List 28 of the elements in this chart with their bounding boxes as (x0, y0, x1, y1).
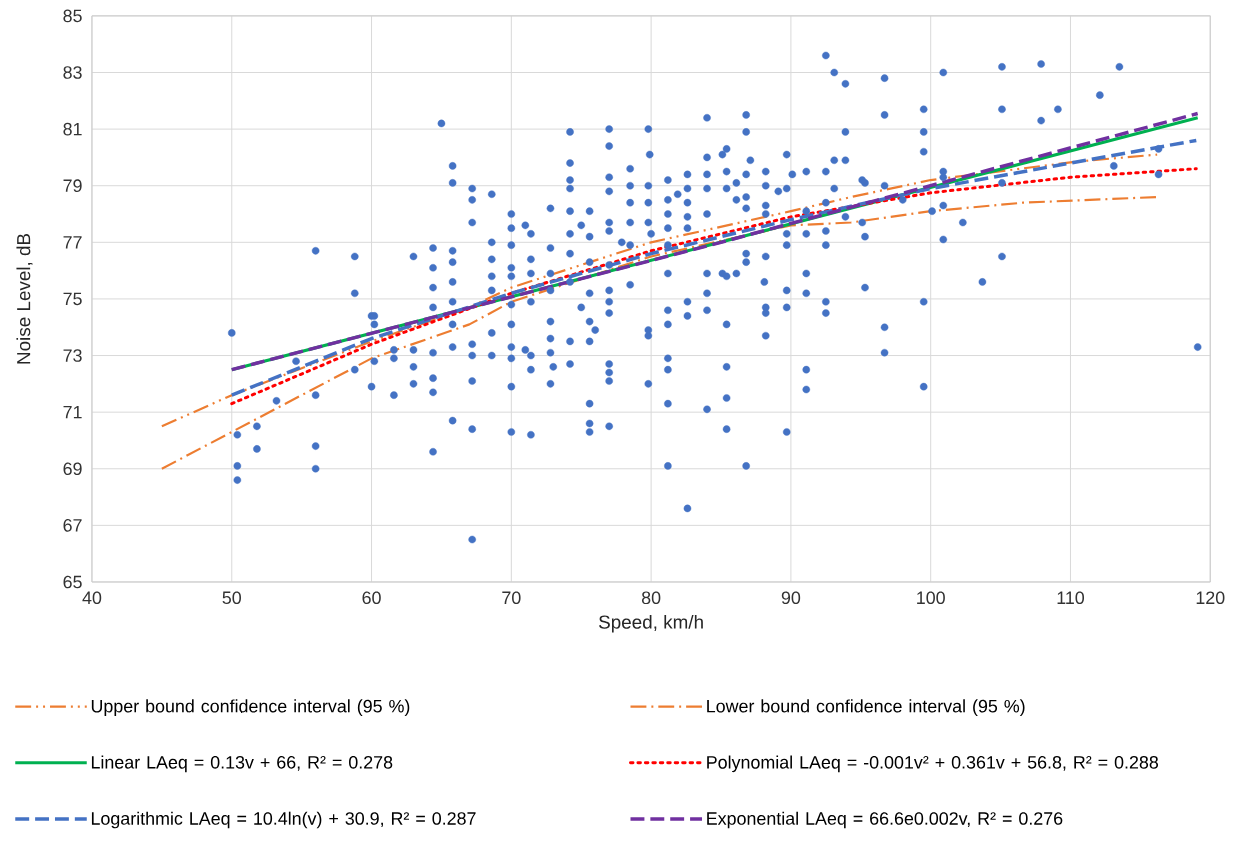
x-tick-label: 40 (82, 591, 102, 605)
y-tick-label: 83 (63, 66, 82, 79)
legend-label: Logarithmic LAeq = 10.4ln(v) + 30.9, R² = 0.287 (91, 811, 476, 829)
y-tick-label: 73 (63, 349, 82, 362)
x-tick-label: 120 (1196, 591, 1225, 605)
y-tick-label: 67 (63, 518, 82, 532)
y-tick-label: 85 (63, 9, 82, 23)
y-tick-label: 71 (63, 405, 82, 419)
y-tick-label: 79 (63, 179, 82, 192)
x-tick-label: 100 (917, 591, 945, 605)
legend-label: Exponential LAeq = 66.6e0.002v, R² = 0.276 (707, 811, 1063, 829)
legend-label: Lower bound confidence interval (95 %) (707, 699, 1025, 716)
y-tick-label: 69 (63, 462, 82, 476)
y-tick-label: 81 (63, 122, 82, 136)
x-tick-label: 80 (641, 591, 661, 605)
y-tick-label: 65 (63, 575, 82, 589)
legend-label: Upper bound confidence interval (95 %) (91, 699, 410, 716)
legend-label: Polynomial LAeq = -0.001v² + 0.361v + 56.8, R² = 0.288 (707, 755, 1159, 773)
x-tick-label: 110 (1057, 591, 1085, 605)
x-tick-label: 90 (781, 591, 801, 605)
legend-label: Linear LAeq = 0.13v + 66, R² = 0.278 (91, 755, 393, 773)
y-axis-title: Noise Level, dB (16, 233, 33, 364)
y-tick-label: 75 (63, 292, 82, 306)
x-tick-label: 50 (222, 591, 242, 605)
x-axis-title: Speed, km/h (599, 614, 703, 633)
y-tick-label: 77 (63, 236, 82, 249)
x-tick-label: 70 (502, 591, 521, 605)
x-tick-label: 60 (362, 591, 381, 605)
